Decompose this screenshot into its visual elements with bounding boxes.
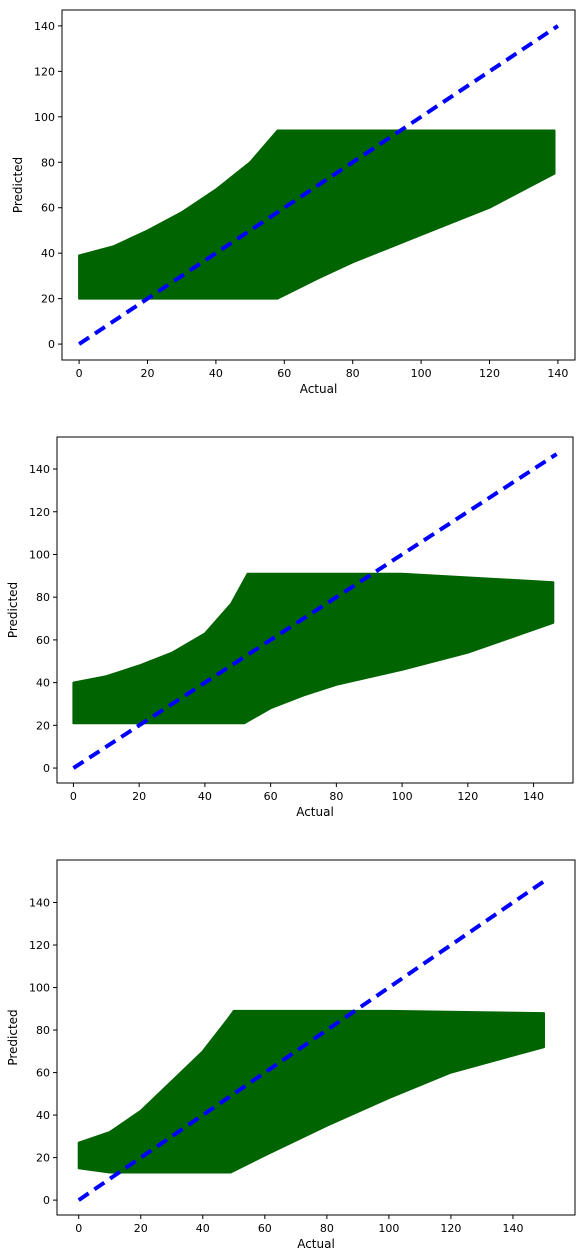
x-tick-label: 120 — [440, 1222, 461, 1235]
x-tick-label: 100 — [411, 367, 432, 380]
y-tick-label: 80 — [41, 156, 55, 169]
y-tick-label: 20 — [36, 719, 50, 732]
y-tick-label: 20 — [41, 293, 55, 306]
y-tick-label: 60 — [41, 202, 55, 215]
x-tick-label: 0 — [76, 367, 83, 380]
x-axis-label: Actual — [300, 382, 338, 396]
y-tick-label: 100 — [29, 982, 50, 995]
x-tick-label: 60 — [258, 1222, 272, 1235]
x-tick-label: 100 — [378, 1222, 399, 1235]
y-tick-label: 40 — [41, 247, 55, 260]
x-tick-label: 140 — [502, 1222, 523, 1235]
y-axis-label: Predicted — [6, 582, 20, 638]
x-tick-label: 80 — [329, 790, 343, 803]
x-tick-label: 120 — [457, 790, 478, 803]
y-tick-label: 0 — [48, 338, 55, 351]
y-tick-label: 20 — [36, 1152, 50, 1165]
y-tick-label: 120 — [29, 939, 50, 952]
x-tick-label: 20 — [141, 367, 155, 380]
y-tick-label: 0 — [43, 762, 50, 775]
chart-panel-2: 0 20 40 60 80 100 120 140 0 20 40 60 80 100 120 140 Actu… — [6, 437, 573, 819]
y-tick-label: 80 — [36, 1024, 50, 1037]
x-tick-label: 60 — [277, 367, 291, 380]
x-tick-label: 80 — [346, 367, 360, 380]
x-tick-label: 40 — [209, 367, 223, 380]
y-tick-label: 80 — [36, 591, 50, 604]
x-tick-label: 100 — [392, 790, 413, 803]
x-tick-label: 60 — [264, 790, 278, 803]
x-tick-label: 0 — [75, 1222, 82, 1235]
y-tick-label: 120 — [29, 506, 50, 519]
x-tick-label: 20 — [134, 1222, 148, 1235]
x-tick-label: 120 — [479, 367, 500, 380]
x-axis-label: Actual — [296, 805, 334, 819]
chart-panel-1: 0 20 40 60 80 100 120 140 0 20 40 60 80 100 120 140 Actu… — [11, 10, 575, 396]
y-tick-label: 100 — [29, 548, 50, 561]
y-tick-label: 0 — [43, 1194, 50, 1207]
x-tick-label: 40 — [196, 1222, 210, 1235]
x-tick-label: 40 — [198, 790, 212, 803]
x-tick-label: 140 — [523, 790, 544, 803]
x-tick-label: 80 — [320, 1222, 334, 1235]
x-axis-label: Actual — [297, 1237, 335, 1251]
x-tick-label: 0 — [70, 790, 77, 803]
y-tick-label: 100 — [34, 111, 55, 124]
y-tick-label: 40 — [36, 677, 50, 690]
y-tick-label: 60 — [36, 634, 50, 647]
y-tick-label: 140 — [34, 20, 55, 33]
y-tick-label: 140 — [29, 463, 50, 476]
y-axis-label: Predicted — [11, 157, 25, 213]
x-tick-label: 20 — [132, 790, 146, 803]
y-axis-label: Predicted — [6, 1009, 20, 1065]
y-tick-label: 40 — [36, 1109, 50, 1122]
x-tick-label: 140 — [547, 367, 568, 380]
y-tick-label: 60 — [36, 1067, 50, 1080]
y-tick-label: 120 — [34, 65, 55, 78]
chart-panel-3: 0 20 40 60 80 100 120 140 0 20 40 60 80 100 120 140 Actu… — [6, 860, 575, 1251]
y-tick-label: 140 — [29, 897, 50, 910]
